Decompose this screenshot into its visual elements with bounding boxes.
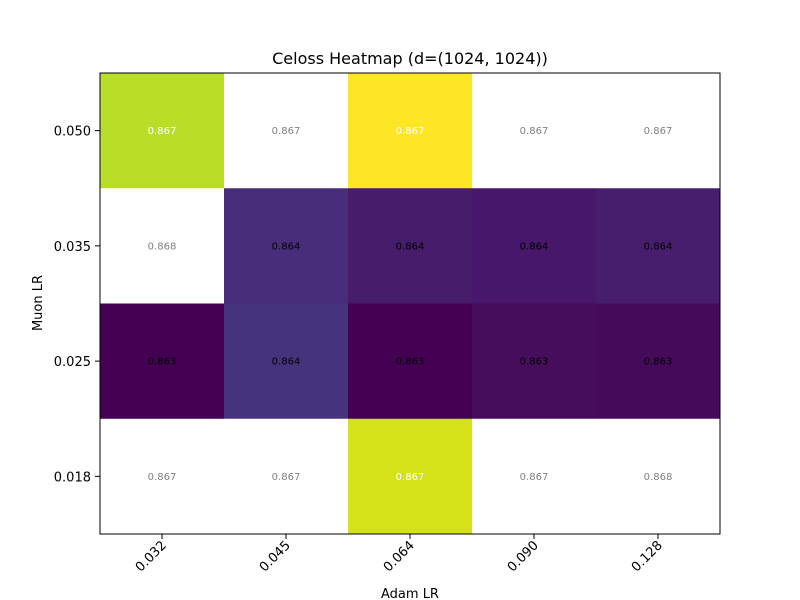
y-axis-label: Muon LR [31,275,46,331]
heatmap-cell [596,303,721,420]
x-tick-label: 0.090 [505,538,542,575]
heatmap-cell [472,188,597,304]
heatmap-cell [100,188,225,304]
cell-value-label: 0.863 [520,357,549,368]
y-axis-ticks: 0.050 0.035 0.025 0.018 [54,125,100,485]
heatmap-cell [596,73,721,189]
chart-title: Celoss Heatmap (d=(1024, 1024)) [272,49,548,68]
x-tick-label: 0.045 [257,538,294,575]
heatmap-cell [224,73,349,189]
cell-value-label: 0.864 [272,241,301,252]
heatmap-cell [224,418,349,535]
x-tick-label: 0.128 [629,538,666,575]
y-tick-label: 0.018 [54,470,91,485]
cell-value-label: 0.864 [644,241,673,252]
heatmap-cell [224,303,349,420]
cell-value-label: 0.864 [272,357,301,368]
cell-value-label: 0.864 [396,241,425,252]
heatmap-cell [224,188,349,304]
cell-value-label: 0.867 [272,126,301,137]
cell-value-label: 0.863 [396,357,425,368]
cell-value-label: 0.864 [520,241,549,252]
heatmap-cell [348,303,473,420]
heatmap-cell [348,418,473,535]
heatmap-cell [348,73,473,189]
cell-value-label: 0.867 [148,472,177,483]
y-tick-label: 0.025 [54,355,91,370]
x-tick-label: 0.064 [381,538,418,575]
heatmap-cell [348,188,473,304]
y-tick-label: 0.050 [54,125,91,140]
y-tick-label: 0.035 [54,240,91,255]
cell-value-label: 0.867 [396,126,425,137]
cell-value-label: 0.867 [272,472,301,483]
cell-value-label: 0.867 [644,126,673,137]
heatmap-cell [100,303,225,420]
heatmap-cells: 0.867 0.867 0.867 0.867 0.867 0.868 0.864 0.864… [100,73,721,535]
cell-value-label: 0.867 [396,472,425,483]
heatmap-cell [472,303,597,420]
cell-value-label: 0.863 [644,357,673,368]
heatmap-cell [100,418,225,535]
heatmap-cell [472,73,597,189]
cell-value-label: 0.867 [520,472,549,483]
heatmap-cell [100,73,225,189]
x-axis-label: Adam LR [381,587,439,600]
cell-value-label: 0.868 [148,241,177,252]
heatmap-cell [472,418,597,535]
cell-value-label: 0.867 [520,126,549,137]
heatmap-cell [596,188,721,304]
heatmap-cell [596,418,721,535]
cell-value-label: 0.863 [148,357,177,368]
x-axis-ticks: 0.032 0.045 0.064 0.090 0.128 [133,534,666,575]
cell-value-label: 0.868 [644,472,673,483]
cell-value-label: 0.867 [148,126,177,137]
x-tick-label: 0.032 [133,538,170,575]
